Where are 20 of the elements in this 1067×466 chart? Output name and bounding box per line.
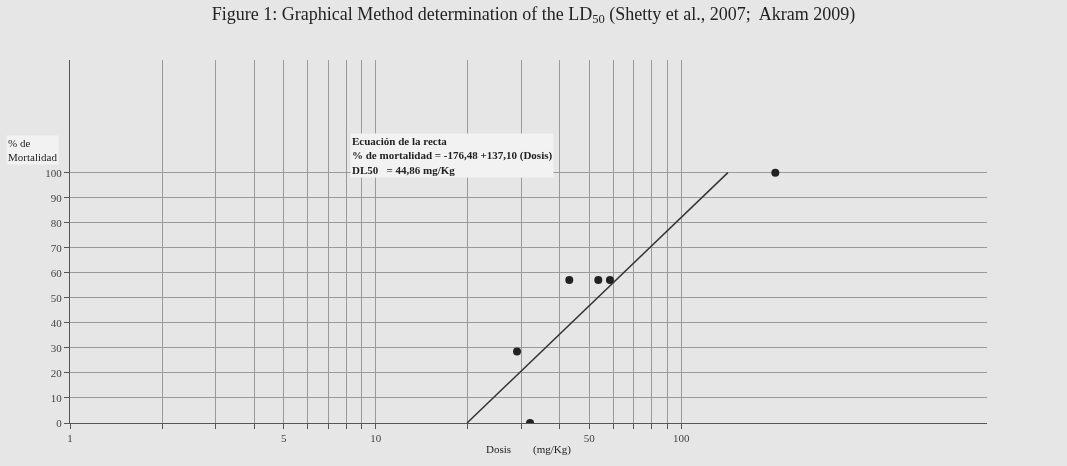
chart-title: Figure 1: Graphical Method determination of the LD$_{50}$ (Shetty et al., 2007; Akram 2009) [211,3,856,27]
y-axis-title: % de Mortalidad [8,137,58,164]
y-tick-label: 100 [45,166,63,179]
y-tick-label: 20 [50,366,63,379]
y-tick-label: 40 [50,316,63,329]
y-tick-label: 50 [50,291,63,304]
y-tick-label: 60 [50,266,63,279]
y-tick-label: 30 [50,341,63,354]
x-tick-label: 100 [673,432,691,445]
y-tick-label: 0 [56,416,63,429]
x-tick-label: 10 [370,432,382,445]
x-tick-label: 50 [583,432,596,445]
x-tick-label: 5 [280,432,287,445]
x-axis-title: Dosis (mg/Kg) [486,443,572,457]
y-tick-label: 70 [50,241,63,254]
y-tick-label: 10 [50,391,63,404]
y-tick-label: 80 [50,216,63,229]
y-tick-label: 90 [50,191,63,204]
x-tick-label: 1 [67,432,73,445]
annotation: Ecuación de la recta % de mortalidad = -176,48 +137,10 (Dosis) DL50 = 44,86 mg/Kg [352,135,553,176]
